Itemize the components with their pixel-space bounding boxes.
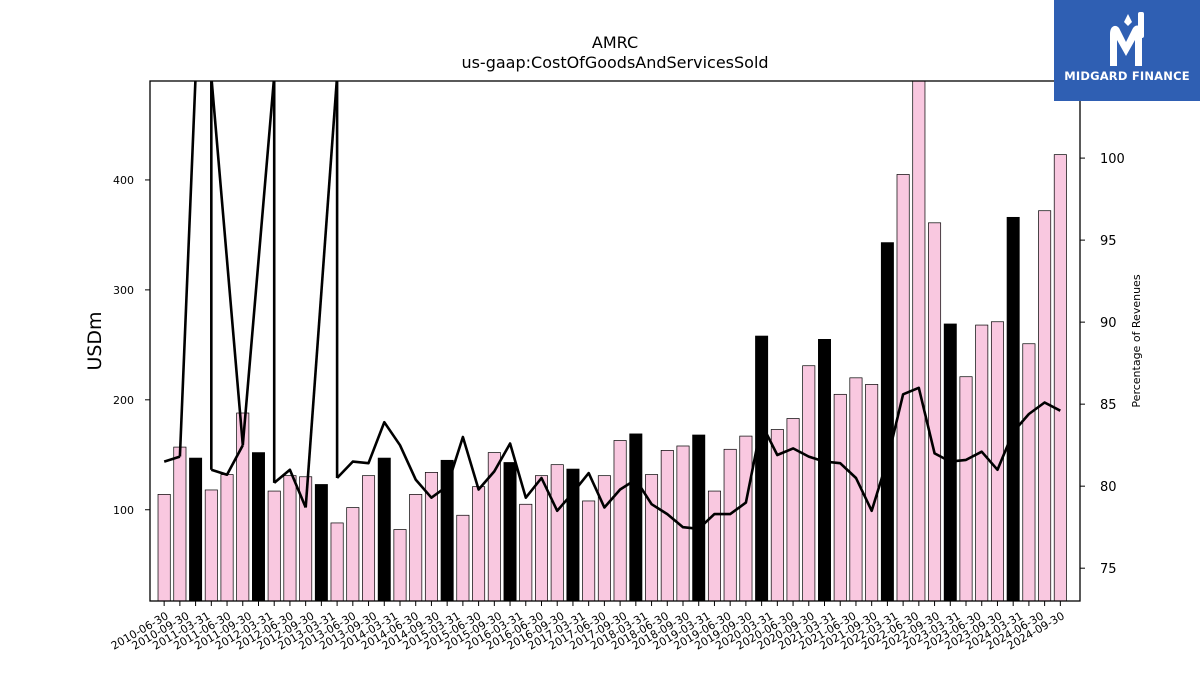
bar-2010-06-30 bbox=[157, 494, 171, 602]
bar-2013-09-30 bbox=[362, 475, 376, 602]
axes-layer: 10020030040075808590951002010-06-302010-… bbox=[109, 80, 1125, 653]
bar-2021-03-31 bbox=[833, 393, 847, 602]
bar-2013-12-31 bbox=[377, 457, 391, 602]
bar-2021-12-31 bbox=[880, 242, 894, 602]
bar-2017-03-31 bbox=[582, 500, 596, 602]
chart-subtitle: us-gaap:CostOfGoodsAndServicesSold bbox=[461, 53, 768, 72]
y2-tick-label: 95 bbox=[1100, 234, 1117, 249]
bar-2018-03-31 bbox=[645, 474, 659, 602]
bar-2017-06-30 bbox=[597, 475, 611, 602]
bar-2019-09-30 bbox=[739, 435, 753, 602]
bar-2010-09-30 bbox=[173, 446, 187, 602]
y2-tick-label: 80 bbox=[1100, 480, 1117, 495]
y-tick-label: 200 bbox=[113, 394, 134, 407]
bar-2020-09-30 bbox=[802, 365, 816, 602]
y-tick-label: 300 bbox=[113, 284, 134, 297]
plot-frame bbox=[149, 80, 1081, 602]
bar-2019-12-31 bbox=[755, 335, 769, 602]
y-tick-label: 400 bbox=[113, 174, 134, 187]
y2-tick-label: 75 bbox=[1100, 562, 1117, 577]
bar-2024-03-31 bbox=[1022, 343, 1036, 602]
bar-2024-09-30 bbox=[1053, 154, 1067, 602]
bar-2017-09-30 bbox=[613, 440, 627, 602]
bar-2018-06-30 bbox=[660, 450, 674, 602]
y-tick-label: 100 bbox=[113, 504, 134, 517]
bar-2015-12-31 bbox=[503, 462, 517, 602]
pct-line-segment-1 bbox=[210, 444, 244, 477]
bar-2017-12-31 bbox=[629, 433, 643, 602]
pct-line-spike-2 bbox=[241, 81, 276, 446]
pct-line-segment-2 bbox=[273, 468, 307, 509]
bar-2016-09-30 bbox=[550, 464, 564, 602]
bar-2011-03-31 bbox=[204, 489, 218, 602]
bar-2022-03-31 bbox=[896, 174, 910, 602]
bar-2016-06-30 bbox=[535, 475, 548, 602]
bar-2023-03-31 bbox=[959, 376, 973, 602]
y-axis-label: USDm bbox=[84, 311, 106, 370]
brand-logo-mark-icon bbox=[1110, 12, 1144, 66]
bar-2020-06-30 bbox=[786, 418, 800, 602]
chart-title: AMRC bbox=[592, 33, 638, 52]
bar-2019-06-30 bbox=[723, 448, 737, 602]
bar-2023-12-31 bbox=[1006, 216, 1020, 602]
bar-2013-03-31 bbox=[330, 522, 344, 602]
pct-line-segment-3 bbox=[336, 386, 1061, 531]
bar-2010-12-31 bbox=[189, 457, 203, 602]
pct-line-spike-1 bbox=[210, 81, 245, 446]
bar-2020-12-31 bbox=[818, 339, 831, 602]
pct-line-spike-3 bbox=[304, 81, 339, 508]
y2-tick-label: 85 bbox=[1100, 398, 1117, 413]
bar-2014-03-31 bbox=[393, 529, 407, 602]
bar-2023-06-30 bbox=[975, 324, 989, 602]
bars-layer bbox=[157, 80, 1067, 602]
bar-2022-06-30 bbox=[912, 80, 926, 602]
bar-2018-12-31 bbox=[692, 434, 706, 602]
bar-2012-03-31 bbox=[267, 490, 281, 602]
pct-line-spike-0 bbox=[178, 81, 197, 457]
bar-2015-06-30 bbox=[472, 486, 486, 602]
bar-2016-03-31 bbox=[519, 503, 533, 602]
y2-axis-label: Percentage of Revenues bbox=[1130, 274, 1143, 407]
bar-2014-06-30 bbox=[409, 494, 423, 602]
bar-2012-12-31 bbox=[314, 484, 328, 602]
brand-logo: MIDGARD FINANCE bbox=[1054, 0, 1200, 101]
bar-2011-12-31 bbox=[252, 452, 265, 602]
pct-line-segment-0 bbox=[163, 455, 181, 463]
brand-logo-text: MIDGARD FINANCE bbox=[1064, 69, 1190, 83]
bar-2013-06-30 bbox=[346, 507, 360, 602]
y2-tick-label: 90 bbox=[1100, 316, 1117, 331]
bar-2012-06-30 bbox=[283, 475, 297, 602]
bar-2015-03-31 bbox=[456, 514, 470, 602]
line-layer bbox=[163, 81, 1061, 531]
bar-2011-06-30 bbox=[220, 474, 234, 602]
bar-2022-09-30 bbox=[928, 222, 942, 602]
bar-2014-12-31 bbox=[440, 459, 454, 602]
bar-2019-03-31 bbox=[707, 490, 721, 602]
y2-tick-label: 100 bbox=[1100, 152, 1125, 167]
